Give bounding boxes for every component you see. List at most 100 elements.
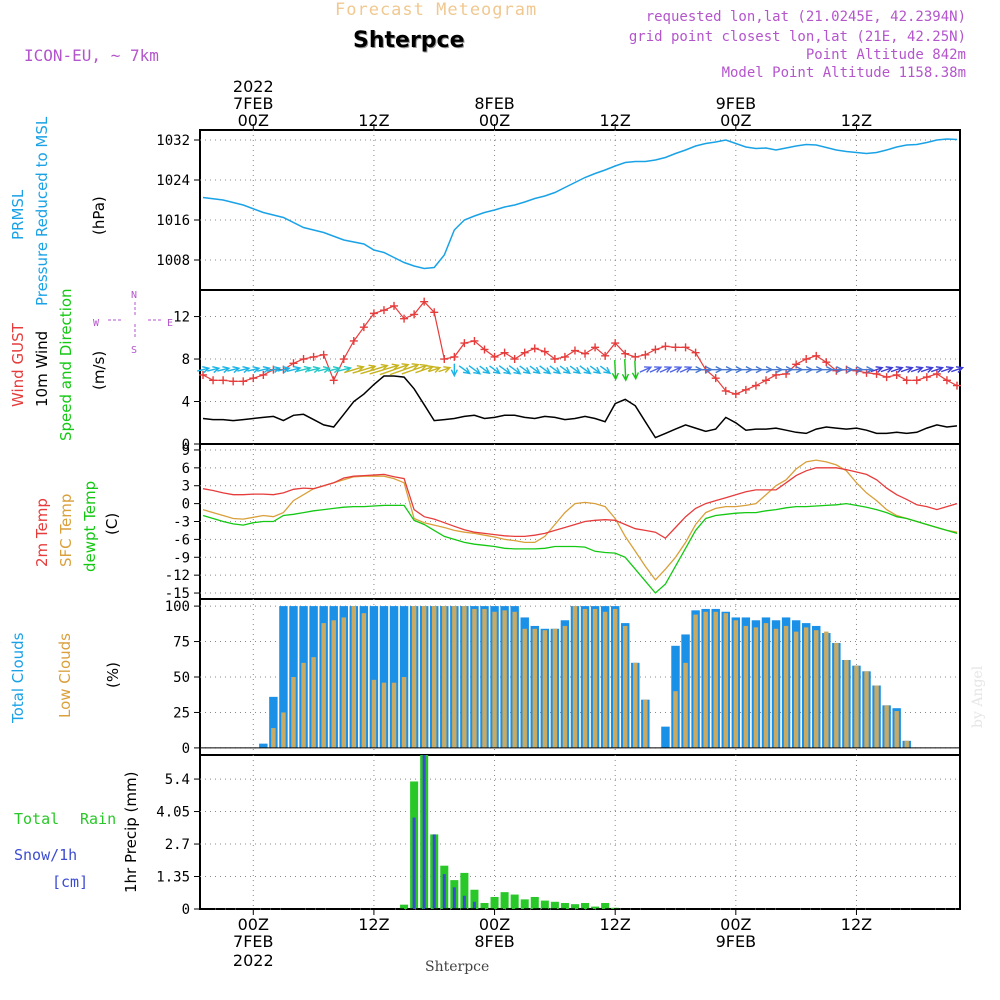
low-cloud-bar [522, 628, 527, 748]
gust-marker [420, 297, 429, 306]
gust-marker [952, 381, 961, 390]
wind-arrow-head [915, 366, 924, 373]
wind-direction-arrow [649, 366, 662, 373]
wind-arrow-head [401, 363, 410, 371]
low-cloud-bar [844, 659, 849, 748]
compass-e: E [167, 318, 174, 329]
wind-direction-arrow [277, 367, 290, 372]
ytick-label-precip: 5.4 [165, 772, 190, 788]
ytick-label-temp: -6 [173, 532, 190, 548]
wind-direction-arrow [389, 364, 419, 376]
low-cloud-bar [341, 617, 346, 748]
wind-arrow-head [426, 365, 435, 372]
wind-arrow-head [611, 372, 619, 381]
low-cloud-bar [683, 662, 688, 748]
gust-marker [711, 374, 720, 383]
low-cloud-bar [552, 628, 558, 748]
low-cloud-bar [562, 625, 568, 748]
wind-direction-arrow [352, 365, 376, 374]
snow-bar [412, 817, 416, 909]
wind-direction-arrow [379, 364, 409, 376]
precip-cm-label: [cm] [52, 873, 89, 891]
wind-direction-arrow [559, 365, 571, 374]
rain-bar [490, 896, 499, 909]
gust-marker [782, 369, 791, 378]
wind-direction-arrow [890, 367, 903, 373]
gust-marker [631, 352, 640, 361]
ytick-label-precip: 2.7 [165, 837, 190, 853]
low-cloud-bar [633, 662, 638, 748]
low-cloud-bar [502, 610, 507, 748]
wind-arrow-head [293, 365, 302, 373]
wind-arrow-head [532, 366, 541, 375]
bottom-hour-label: 00Z [238, 915, 269, 934]
ytick-label-cloud: 25 [173, 705, 190, 721]
wind-arrow-head [684, 366, 693, 373]
wind-direction-arrow [599, 365, 611, 374]
gust-marker [731, 390, 740, 399]
gust-marker [390, 301, 399, 310]
gust-marker [591, 343, 600, 352]
rain-bar [400, 904, 409, 909]
low-cloud-bar [733, 620, 739, 748]
compass-n: N [131, 290, 138, 301]
wind-arrow-head [380, 363, 389, 371]
gust-marker [550, 355, 559, 364]
gust-marker [440, 355, 449, 364]
wind-direction-arrow [247, 367, 260, 372]
gust-marker [671, 343, 680, 352]
gust-marker [520, 348, 529, 357]
low-cloud-bar [572, 606, 578, 748]
footer-station: Shterpce [425, 959, 490, 975]
wind-direction-arrow [266, 367, 280, 372]
ytick-label-temp: -12 [165, 568, 190, 584]
gust-marker [560, 352, 569, 361]
wind-arrow-head [492, 367, 501, 375]
top-date-label: 7FEB [233, 94, 273, 113]
ytick-label-precip: 4.05 [156, 805, 190, 821]
low-cloud-bar [713, 611, 718, 748]
low-cloud-bar [381, 682, 387, 748]
wind-direction-arrow [639, 366, 652, 373]
gust-marker [299, 355, 308, 364]
low-cloud-bar [773, 628, 779, 748]
top-year-label: 2022 [233, 77, 274, 96]
wind-arrow-head [222, 366, 231, 374]
wind-direction-arrow [307, 367, 320, 372]
wind-arrow-head [583, 367, 592, 375]
wind-arrow-head [282, 366, 291, 374]
cloud-low-label: Low Clouds [56, 633, 74, 718]
gust-marker [339, 355, 348, 364]
ytick-label-cloud: 50 [173, 670, 190, 686]
wind-direction-arrow [286, 367, 301, 372]
gust-marker [741, 385, 750, 394]
wind-direction-arrow [498, 365, 511, 375]
ytick-label-temp: -15 [165, 586, 190, 602]
wind-arrow-head [272, 365, 282, 373]
ytick-label-temp: 9 [182, 443, 190, 459]
gust-marker [239, 377, 248, 386]
low-cloud-bar [723, 613, 728, 748]
model-altitude: Model Point Altitude 1158.38m [721, 65, 966, 81]
wind-arrow-head [473, 367, 482, 375]
wind-direction-arrow [549, 365, 561, 374]
low-cloud-bar [291, 677, 296, 748]
wind-gust-label: Wind GUST [9, 323, 27, 407]
low-cloud-bar [492, 611, 497, 748]
wind-direction-arrow [930, 367, 943, 373]
low-cloud-bar [864, 671, 869, 748]
wind-direction-arrow [369, 364, 399, 375]
gust-marker [430, 308, 439, 317]
gust-marker [681, 343, 690, 352]
ytick-label-wind: 12 [173, 310, 190, 326]
precip-unit: 1hr Precip (mm) [122, 771, 140, 893]
wind-arrow-head [945, 366, 955, 373]
low-cloud-bar [743, 625, 749, 748]
gust-marker [721, 386, 730, 395]
snow-bar [422, 755, 426, 909]
low-cloud-bar [814, 630, 819, 748]
wind-arrow-head [654, 366, 663, 373]
wind-arrow-head [593, 366, 602, 375]
bottom-hour-label: 12Z [841, 915, 872, 934]
wind-arrow-head [603, 366, 612, 375]
